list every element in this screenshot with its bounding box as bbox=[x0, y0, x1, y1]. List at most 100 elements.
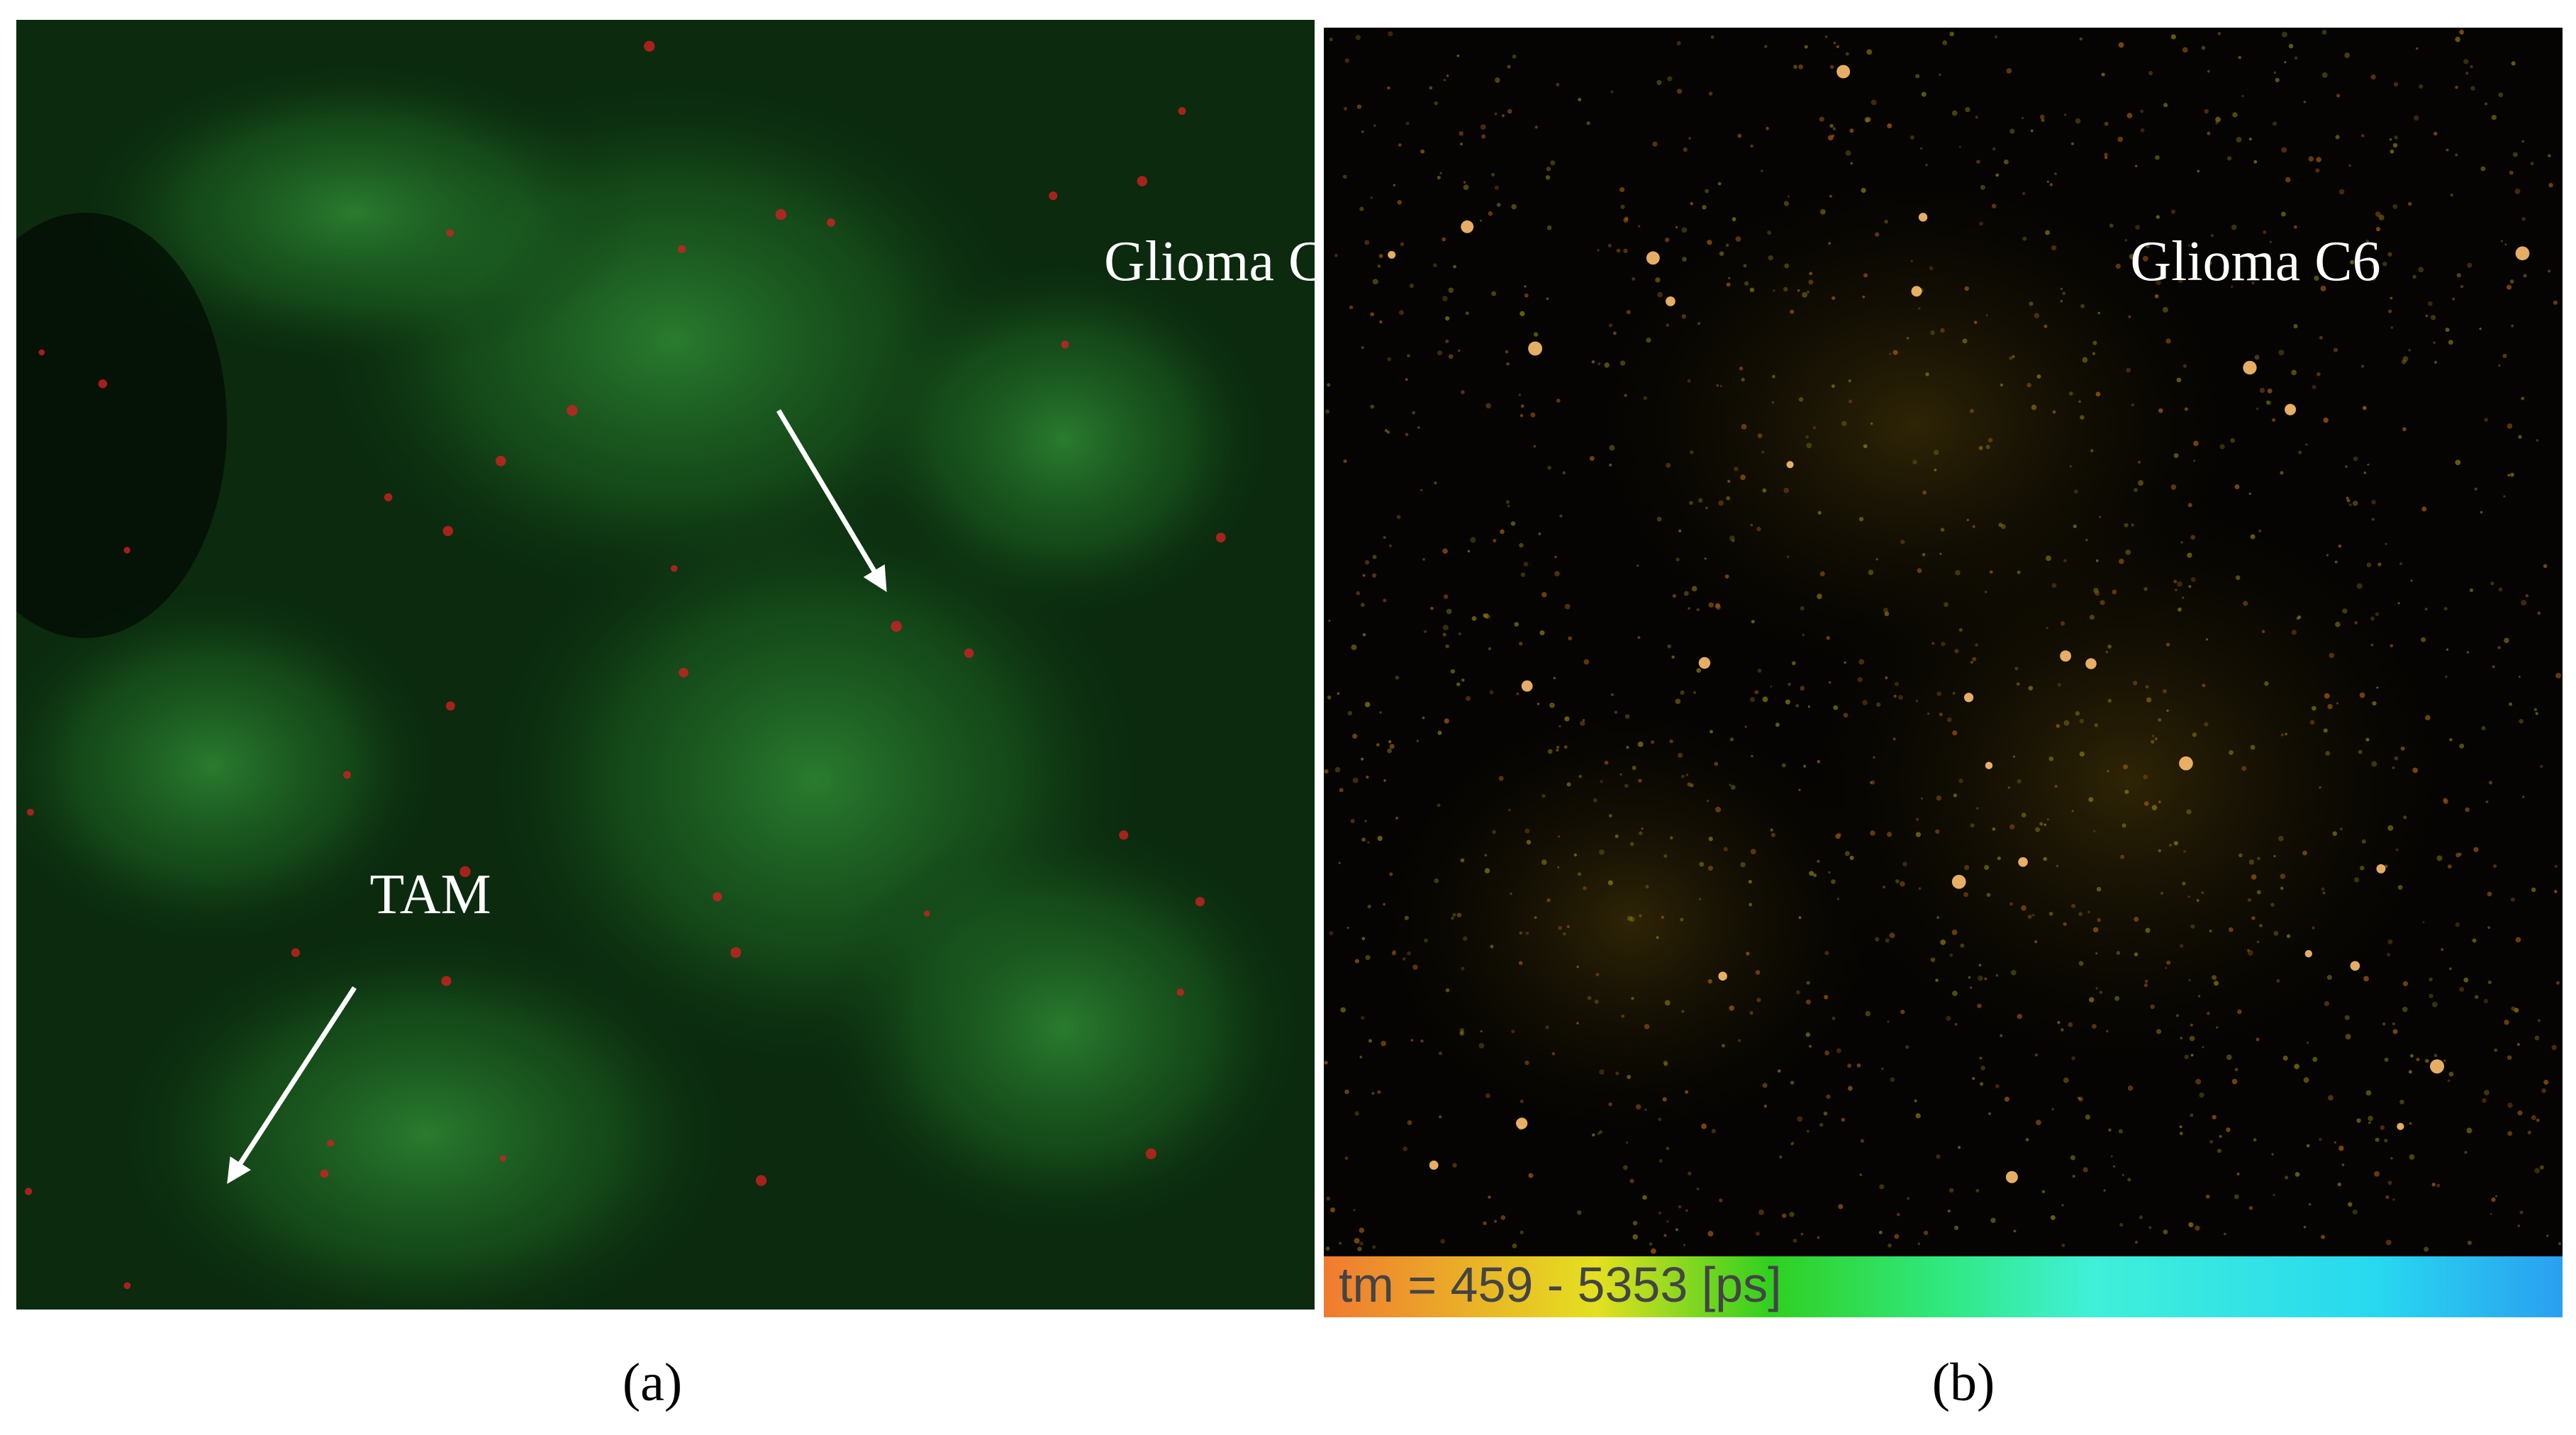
speckle bbox=[1785, 699, 1790, 705]
speckle bbox=[2070, 1155, 2076, 1161]
speckle bbox=[2022, 191, 2026, 196]
speckle bbox=[1568, 636, 1573, 641]
speckle bbox=[1939, 552, 1942, 555]
speckle bbox=[1462, 936, 1468, 942]
speckle bbox=[2280, 471, 2284, 475]
speckle bbox=[1726, 496, 1731, 501]
speckle bbox=[2341, 1163, 2345, 1166]
speckle bbox=[1955, 569, 1961, 576]
speckle bbox=[1921, 91, 1927, 97]
speckle bbox=[1500, 529, 1505, 535]
speckle bbox=[1682, 257, 1687, 262]
speckle bbox=[2433, 1054, 2438, 1058]
speckle bbox=[2490, 581, 2494, 586]
speckle bbox=[2188, 1222, 2194, 1228]
speckle bbox=[1863, 273, 1868, 278]
speckle bbox=[1361, 757, 1364, 761]
speckle bbox=[2344, 1015, 2350, 1020]
speckle bbox=[2450, 193, 2454, 197]
speckle bbox=[1732, 539, 1735, 542]
speckle bbox=[1546, 297, 1549, 301]
speckle bbox=[2088, 797, 2094, 803]
speckle bbox=[499, 1155, 506, 1162]
speckle bbox=[2465, 807, 2470, 813]
speckle bbox=[1760, 169, 1763, 172]
speckle bbox=[1933, 450, 1939, 455]
speckle bbox=[2512, 152, 2518, 157]
speckle bbox=[2016, 682, 2020, 686]
speckle bbox=[2107, 698, 2112, 703]
speckle bbox=[2431, 1183, 2436, 1187]
speckle bbox=[1863, 444, 1868, 449]
speckle bbox=[2487, 926, 2491, 929]
speckle bbox=[1520, 414, 1524, 418]
speckle bbox=[2124, 523, 2129, 527]
speckle bbox=[2250, 534, 2256, 540]
speckle bbox=[2256, 1037, 2260, 1042]
speckle bbox=[1433, 263, 1437, 267]
speckle bbox=[1925, 372, 1929, 376]
speckle bbox=[2003, 160, 2009, 164]
speckle bbox=[2284, 61, 2287, 64]
speckle bbox=[2392, 143, 2398, 148]
speckle bbox=[2429, 977, 2433, 982]
speckle bbox=[2051, 1107, 2054, 1111]
speckle bbox=[1681, 227, 1688, 233]
speckle bbox=[2060, 650, 2072, 662]
speckle bbox=[1831, 879, 1836, 884]
speckle bbox=[2372, 264, 2378, 270]
speckle bbox=[1737, 133, 1742, 138]
speckle bbox=[2538, 1019, 2541, 1022]
speckle bbox=[1727, 479, 1731, 484]
speckle bbox=[2309, 720, 2315, 725]
speckle bbox=[1931, 642, 1935, 645]
speckle bbox=[1488, 211, 1493, 216]
speckle bbox=[1352, 777, 1359, 783]
speckle bbox=[1644, 1108, 1647, 1112]
speckle bbox=[1354, 959, 1359, 964]
speckle bbox=[1490, 944, 1494, 949]
speckle bbox=[1763, 1105, 1767, 1108]
speckle bbox=[1621, 1014, 1625, 1018]
speckle bbox=[1949, 31, 1954, 37]
speckle bbox=[2199, 1093, 2204, 1098]
speckle bbox=[2329, 652, 2335, 659]
speckle bbox=[1887, 123, 1892, 129]
speckle bbox=[2215, 1026, 2219, 1029]
speckle bbox=[2207, 260, 2212, 266]
speckle bbox=[1370, 196, 1373, 199]
speckle bbox=[1762, 696, 1768, 703]
speckle bbox=[1453, 264, 1456, 269]
speckle bbox=[2507, 474, 2511, 477]
speckle bbox=[1805, 435, 1809, 439]
speckle bbox=[1456, 54, 1460, 57]
speckle bbox=[1398, 143, 1402, 147]
speckle bbox=[2521, 795, 2525, 798]
speckle bbox=[2429, 993, 2433, 998]
speckle bbox=[2154, 737, 2158, 740]
speckle bbox=[2069, 391, 2073, 396]
speckle bbox=[2319, 1138, 2322, 1141]
speckle bbox=[2231, 224, 2237, 230]
speckle bbox=[2256, 407, 2259, 411]
speckle bbox=[1610, 693, 1614, 696]
speckle bbox=[2367, 463, 2370, 466]
speckle bbox=[1841, 420, 1847, 427]
speckle bbox=[2399, 1099, 2404, 1105]
speckle bbox=[1663, 854, 1668, 858]
speckle bbox=[2517, 1110, 2523, 1116]
speckle bbox=[2518, 675, 2521, 679]
speckle bbox=[1680, 917, 1684, 922]
speckle bbox=[2365, 240, 2369, 243]
speckle bbox=[2443, 798, 2448, 804]
speckle bbox=[1690, 201, 1693, 206]
speckle bbox=[2158, 408, 2163, 413]
speckle bbox=[2060, 300, 2063, 303]
speckle bbox=[2466, 651, 2470, 654]
speckle bbox=[1655, 277, 1661, 283]
speckle bbox=[1178, 107, 1186, 116]
speckle bbox=[2043, 856, 2048, 861]
speckle bbox=[2251, 281, 2255, 285]
speckle bbox=[1553, 676, 1556, 680]
speckle bbox=[2000, 1034, 2003, 1037]
